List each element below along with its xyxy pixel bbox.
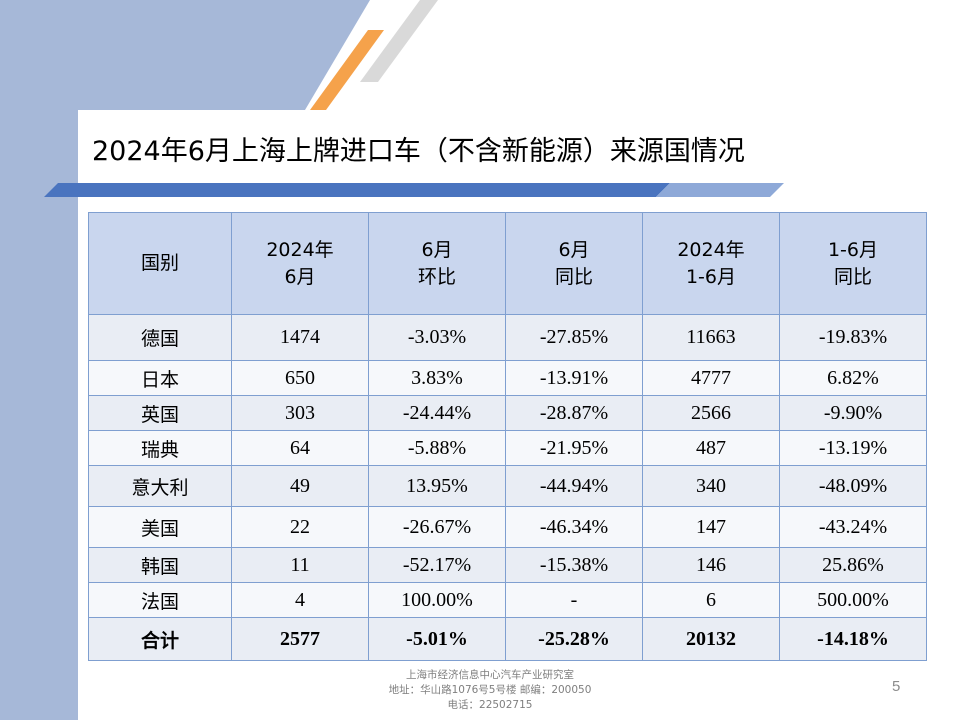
ytd-yoy-cell: 25.86% — [779, 547, 927, 583]
table-total-row: 合计 2577 -5.01% -25.28% 20132 -14.18% — [88, 617, 927, 661]
ytd-value-cell: 340 — [642, 465, 780, 507]
ytd-value-cell: 6 — [642, 582, 780, 618]
background-top-band — [0, 0, 960, 110]
june-value-cell: 49 — [231, 465, 369, 507]
ytd-value-cell: 487 — [642, 430, 780, 466]
country-cell: 日本 — [88, 360, 232, 396]
ytd-yoy-cell: 500.00% — [779, 582, 927, 618]
mom-cell: 13.95% — [368, 465, 506, 507]
june-value-cell: 1474 — [231, 314, 369, 361]
page-number: 5 — [892, 678, 901, 695]
country-cell: 美国 — [88, 506, 232, 548]
ytd-yoy-cell: -19.83% — [779, 314, 927, 361]
header-jan-jun-2024: 2024年 1-6月 — [642, 212, 780, 315]
ytd-yoy-cell: -48.09% — [779, 465, 927, 507]
mom-cell: -26.67% — [368, 506, 506, 548]
total-ytd-cell: 20132 — [642, 617, 780, 661]
gray-accent-stripe — [360, 0, 438, 82]
total-label-cell: 合计 — [88, 617, 232, 661]
total-mom-cell: -5.01% — [368, 617, 506, 661]
background-left-band — [0, 0, 78, 720]
country-cell: 法国 — [88, 582, 232, 618]
yoy-cell: - — [505, 582, 643, 618]
ytd-value-cell: 146 — [642, 547, 780, 583]
header-june-yoy: 6月 同比 — [505, 212, 643, 315]
june-value-cell: 303 — [231, 395, 369, 431]
june-value-cell: 4 — [231, 582, 369, 618]
header-june-2024: 2024年 6月 — [231, 212, 369, 315]
total-ytd-yoy-cell: -14.18% — [779, 617, 927, 661]
ytd-value-cell: 4777 — [642, 360, 780, 396]
table-row: 德国 1474 -3.03% -27.85% 11663 -19.83% — [88, 314, 927, 361]
june-value-cell: 64 — [231, 430, 369, 466]
country-cell: 意大利 — [88, 465, 232, 507]
table-row: 美国 22 -26.67% -46.34% 147 -43.24% — [88, 506, 927, 548]
yoy-cell: -15.38% — [505, 547, 643, 583]
table-row: 日本 650 3.83% -13.91% 4777 6.82% — [88, 360, 927, 396]
ytd-yoy-cell: -9.90% — [779, 395, 927, 431]
country-cell: 瑞典 — [88, 430, 232, 466]
yoy-cell: -28.87% — [505, 395, 643, 431]
yoy-cell: -13.91% — [505, 360, 643, 396]
ytd-value-cell: 147 — [642, 506, 780, 548]
orange-accent-stripe — [310, 30, 384, 110]
country-cell: 英国 — [88, 395, 232, 431]
ytd-value-cell: 2566 — [642, 395, 780, 431]
country-cell: 韩国 — [88, 547, 232, 583]
yoy-cell: -21.95% — [505, 430, 643, 466]
table-row: 法国 4 100.00% - 6 500.00% — [88, 582, 927, 618]
yoy-cell: -27.85% — [505, 314, 643, 361]
total-june-cell: 2577 — [231, 617, 369, 661]
table-row: 意大利 49 13.95% -44.94% 340 -48.09% — [88, 465, 927, 507]
mom-cell: 100.00% — [368, 582, 506, 618]
june-value-cell: 22 — [231, 506, 369, 548]
footer-contact: 上海市经济信息中心汽车产业研究室 地址：华山路1076号5号楼 邮编：20005… — [300, 668, 680, 713]
table-row: 瑞典 64 -5.88% -21.95% 487 -13.19% — [88, 430, 927, 466]
mom-cell: -3.03% — [368, 314, 506, 361]
ytd-value-cell: 11663 — [642, 314, 780, 361]
footer-phone: 电话：22502715 — [447, 699, 533, 711]
june-value-cell: 11 — [231, 547, 369, 583]
mom-cell: -52.17% — [368, 547, 506, 583]
ytd-yoy-cell: 6.82% — [779, 360, 927, 396]
import-source-table: 国别 2024年 6月 6月 环比 6月 同比 2024年 1-6月 1-6月 同比 德国… — [88, 212, 927, 661]
table-row: 英国 303 -24.44% -28.87% 2566 -9.90% — [88, 395, 927, 431]
mom-cell: -5.88% — [368, 430, 506, 466]
table-header-row: 国别 2024年 6月 6月 环比 6月 同比 2024年 1-6月 1-6月 同比 — [88, 212, 927, 315]
ytd-yoy-cell: -43.24% — [779, 506, 927, 548]
mom-cell: -24.44% — [368, 395, 506, 431]
yoy-cell: -44.94% — [505, 465, 643, 507]
total-yoy-cell: -25.28% — [505, 617, 643, 661]
mom-cell: 3.83% — [368, 360, 506, 396]
slide-title: 2024年6月上海上牌进口车（不含新能源）来源国情况 — [92, 136, 745, 167]
yoy-cell: -46.34% — [505, 506, 643, 548]
header-jan-jun-yoy: 1-6月 同比 — [779, 212, 927, 315]
table-row: 韩国 11 -52.17% -15.38% 146 25.86% — [88, 547, 927, 583]
june-value-cell: 650 — [231, 360, 369, 396]
country-cell: 德国 — [88, 314, 232, 361]
header-country: 国别 — [88, 212, 232, 315]
footer-address: 地址：华山路1076号5号楼 邮编：200050 — [388, 684, 592, 696]
header-june-mom: 6月 环比 — [368, 212, 506, 315]
ytd-yoy-cell: -13.19% — [779, 430, 927, 466]
footer-org: 上海市经济信息中心汽车产业研究室 — [406, 669, 574, 681]
